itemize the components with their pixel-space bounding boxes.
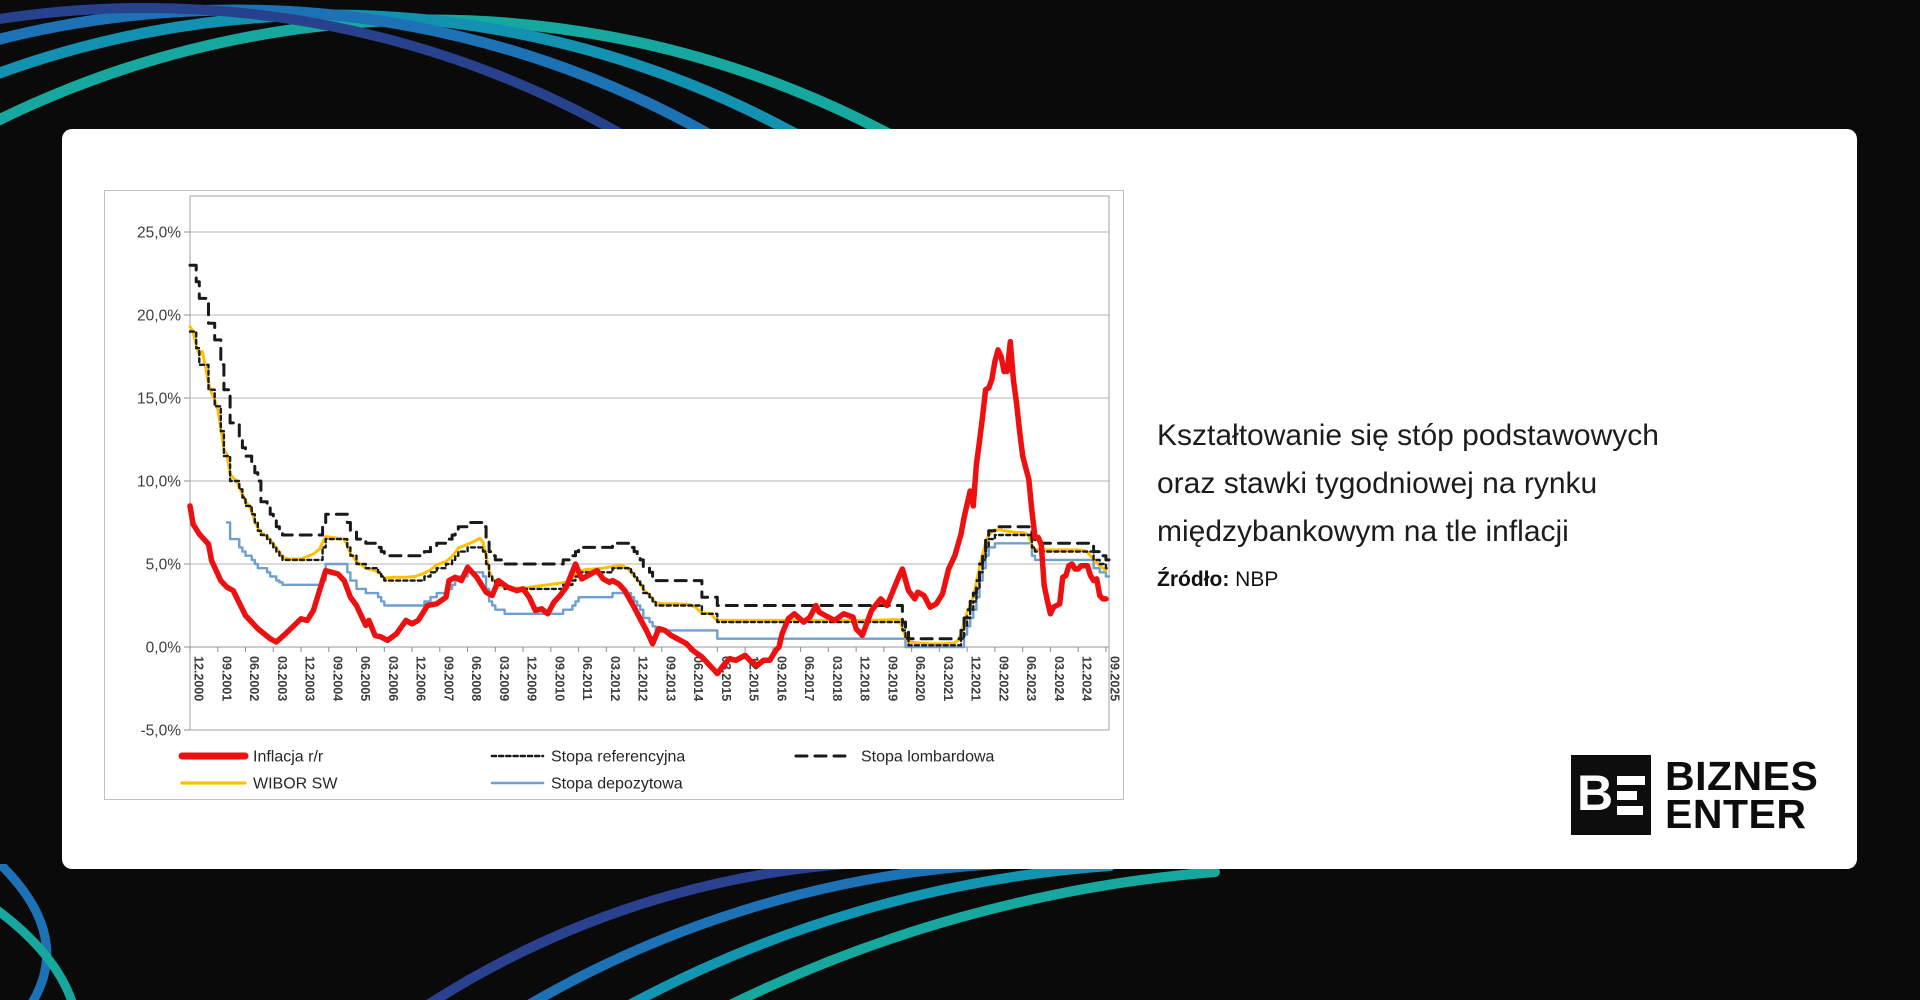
- svg-text:09.2022: 09.2022: [996, 656, 1010, 701]
- svg-text:06.2008: 06.2008: [469, 656, 483, 701]
- svg-text:12.2021: 12.2021: [969, 656, 983, 701]
- svg-text:12.2012: 12.2012: [636, 656, 650, 701]
- svg-text:09.2001: 09.2001: [219, 656, 233, 701]
- svg-text:03.2009: 03.2009: [497, 656, 511, 701]
- top-arc-group: [0, 3, 895, 131]
- svg-text:09.2013: 09.2013: [663, 656, 677, 701]
- svg-text:06.2011: 06.2011: [580, 656, 594, 701]
- svg-text:Stopa lombardowa: Stopa lombardowa: [861, 749, 995, 766]
- svg-text:06.2014: 06.2014: [691, 656, 705, 701]
- svg-text:Stopa referencyjna: Stopa referencyjna: [551, 749, 685, 766]
- svg-text:09.2004: 09.2004: [330, 656, 344, 701]
- svg-text:03.2003: 03.2003: [275, 656, 289, 701]
- source-line: Źródło: NBP: [1157, 568, 1817, 592]
- svg-text:5,0%: 5,0%: [146, 557, 182, 574]
- logo: B BIZNES ENTER: [1571, 755, 1818, 835]
- source-label: Źródło:: [1157, 568, 1230, 591]
- svg-text:06.2002: 06.2002: [247, 656, 261, 701]
- svg-text:03.2021: 03.2021: [941, 656, 955, 701]
- svg-text:09.2007: 09.2007: [441, 656, 455, 701]
- svg-text:WIBOR SW: WIBOR SW: [253, 776, 338, 793]
- bottom-arc-group: [0, 864, 1220, 1000]
- svg-text:03.2024: 03.2024: [1052, 656, 1066, 701]
- svg-text:12.2006: 12.2006: [414, 656, 428, 701]
- svg-text:15,0%: 15,0%: [137, 391, 181, 408]
- source-value: NBP: [1235, 568, 1279, 591]
- svg-text:09.2025: 09.2025: [1107, 656, 1121, 701]
- svg-text:06.2020: 06.2020: [913, 656, 927, 701]
- svg-text:12.2000: 12.2000: [192, 656, 206, 701]
- svg-text:06.2005: 06.2005: [358, 656, 372, 701]
- svg-text:12.2018: 12.2018: [858, 656, 872, 701]
- svg-text:09.2019: 09.2019: [885, 656, 899, 701]
- logo-text-line1: BIZNES: [1665, 753, 1819, 799]
- logo-text-line2: ENTER: [1665, 791, 1807, 837]
- logo-mark-letter: B: [1576, 765, 1614, 821]
- logo-mark: B: [1571, 755, 1651, 835]
- content-card: 25,0% 20,0% 15,0% 10,0% 5,0% 0,0% -5,0% 12.2000…: [62, 129, 1857, 869]
- svg-text:20,0%: 20,0%: [137, 308, 181, 325]
- svg-text:09.2010: 09.2010: [552, 656, 566, 701]
- svg-text:Stopa depozytowa: Stopa depozytowa: [551, 776, 683, 793]
- svg-text:0,0%: 0,0%: [146, 640, 182, 657]
- chart: 25,0% 20,0% 15,0% 10,0% 5,0% 0,0% -5,0% 12.2000…: [104, 190, 1124, 800]
- svg-text:06.2017: 06.2017: [802, 656, 816, 701]
- svg-text:25,0%: 25,0%: [137, 225, 181, 242]
- svg-text:03.2006: 03.2006: [386, 656, 400, 701]
- right-column: Kształtowanie się stóp podstawowych oraz…: [1157, 412, 1817, 592]
- svg-text:-5,0%: -5,0%: [141, 723, 182, 740]
- svg-text:03.2018: 03.2018: [830, 656, 844, 701]
- svg-text:10,0%: 10,0%: [137, 474, 181, 491]
- svg-text:Inflacja r/r: Inflacja r/r: [253, 749, 324, 766]
- svg-text:12.2003: 12.2003: [303, 656, 317, 701]
- svg-text:06.2023: 06.2023: [1024, 656, 1038, 701]
- svg-text:09.2016: 09.2016: [774, 656, 788, 701]
- svg-text:12.2009: 12.2009: [525, 656, 539, 701]
- logo-text: BIZNES ENTER: [1665, 753, 1819, 837]
- chart-headline: Kształtowanie się stóp podstawowych oraz…: [1157, 419, 1659, 548]
- svg-text:03.2012: 03.2012: [608, 656, 622, 701]
- chart-svg: 25,0% 20,0% 15,0% 10,0% 5,0% 0,0% -5,0% 12.2000…: [104, 190, 1124, 800]
- logo-mark-e-icon: [1617, 775, 1646, 815]
- svg-text:12.2024: 12.2024: [1080, 656, 1094, 701]
